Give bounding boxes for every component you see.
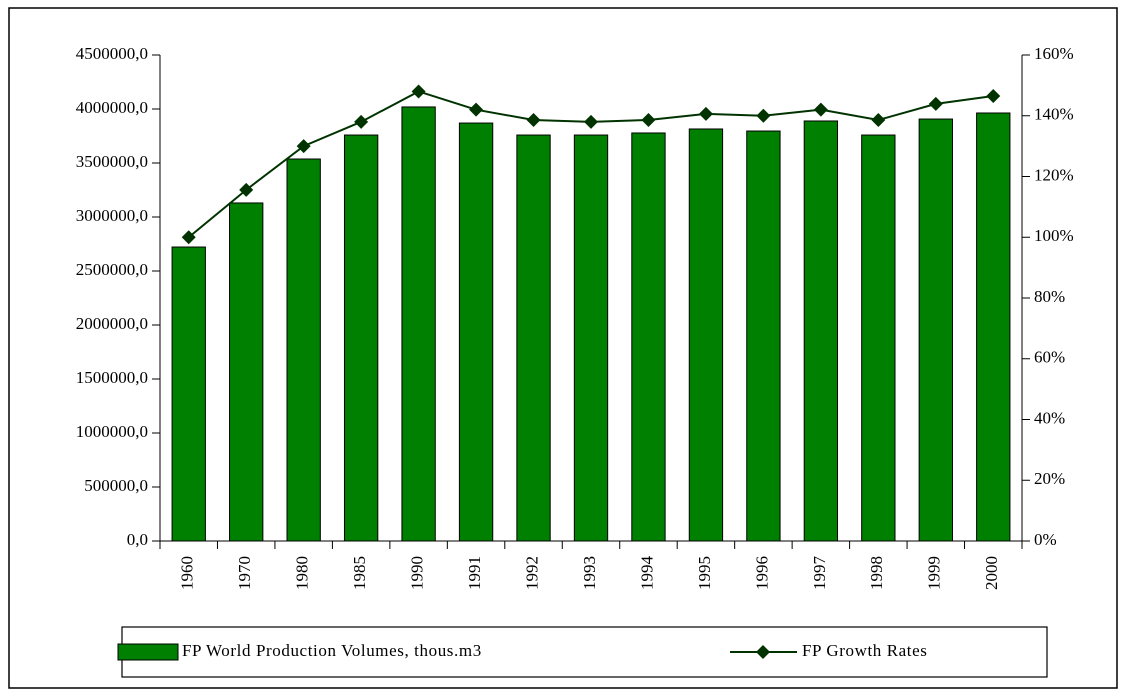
marker [526,113,541,128]
y-tick-label: 3500000,0 [76,152,148,171]
bar [458,122,494,542]
x-tick-label: 1995 [695,556,714,590]
bar [286,158,321,542]
y2-tick-label: 20% [1034,469,1065,488]
legend-box [121,626,1048,678]
y2-tick-label: 100% [1034,226,1074,245]
y2-tick-label: 160% [1034,44,1074,63]
bar [229,202,264,542]
bar [516,134,551,542]
marker [181,230,196,245]
marker [469,102,484,117]
y2-tick-label: 120% [1034,165,1074,184]
x-tick-label: 1992 [522,556,541,590]
y-tick-label: 1500000,0 [76,368,148,387]
bar [688,128,724,542]
bar [401,106,436,542]
x-tick-label: 1960 [178,556,197,590]
marker [354,114,369,129]
marker [584,114,598,129]
bar [803,120,839,542]
marker [698,106,713,121]
x-tick-label: 1980 [293,556,312,590]
y-tick-label: 2000000,0 [76,314,148,333]
x-tick-label: 1997 [810,556,829,591]
y-tick-label: 4500000,0 [76,44,148,63]
marker [239,182,254,197]
bar [631,132,666,542]
y-tick-label: 4000000,0 [76,98,148,117]
bar [861,134,896,542]
legend-label: FP Growth Rates [802,641,928,660]
marker [928,96,943,111]
x-tick-label: 1993 [580,556,599,590]
x-tick-label: 1999 [925,556,944,590]
x-tick-label: 1996 [752,556,771,590]
y2-tick-label: 0% [1034,530,1057,549]
bar [746,130,781,542]
x-tick-label: 1998 [867,556,886,590]
marker [986,89,1001,104]
bar [171,246,206,542]
x-tick-label: 1985 [350,556,369,590]
y-tick-label: 500000,0 [84,476,148,495]
bar [573,134,609,542]
y-tick-label: 0,0 [127,530,148,549]
marker [411,84,426,99]
y2-tick-label: 40% [1034,408,1065,427]
marker [813,102,828,117]
marker [871,113,886,128]
y2-tick-label: 80% [1034,287,1065,306]
bar [918,118,953,542]
x-tick-label: 1994 [637,556,656,591]
x-tick-label: 1970 [235,556,254,590]
y2-tick-label: 140% [1034,105,1074,124]
legend-swatch [117,643,179,661]
y2-tick-label: 60% [1034,348,1065,367]
y-tick-label: 1000000,0 [76,422,148,441]
marker [756,108,771,123]
marker [296,139,311,154]
y-tick-label: 2500000,0 [76,260,148,279]
y-tick-label: 3000000,0 [76,206,148,225]
x-tick-label: 1991 [465,556,484,590]
legend-marker [756,645,770,659]
bar [976,112,1011,542]
x-tick-label: 2000 [982,556,1001,590]
x-tick-label: 1990 [408,556,427,590]
bar [343,134,379,542]
legend-label: FP World Production Volumes, thous.m3 [182,641,482,660]
marker [641,113,656,128]
